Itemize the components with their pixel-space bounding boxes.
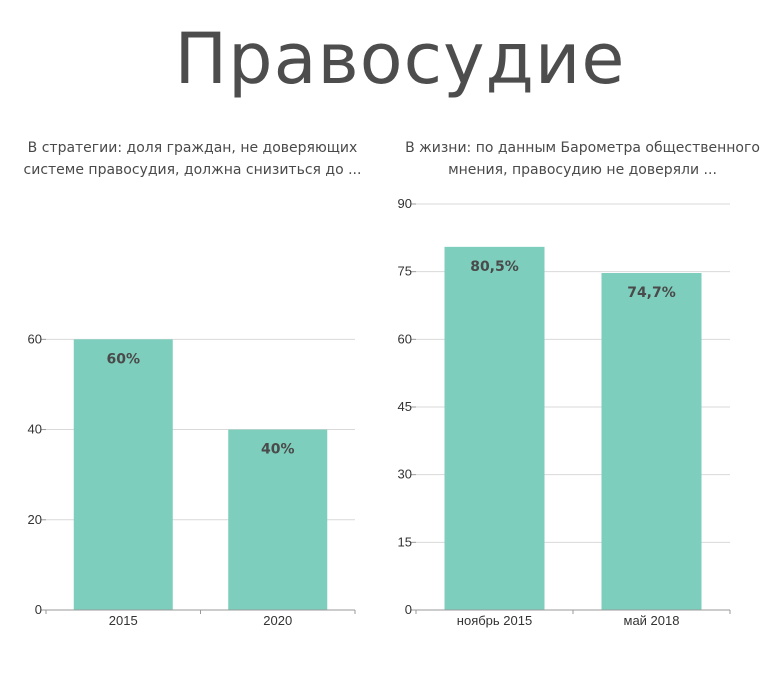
page-title: Правосудие bbox=[174, 18, 626, 100]
chart-title-strategy: В стратегии: доля граждан, не доверяющих… bbox=[23, 140, 362, 178]
y-tick-label: 45 bbox=[398, 399, 412, 414]
bar-2015 bbox=[73, 339, 173, 610]
y-tick-label: 40 bbox=[28, 422, 42, 437]
bar-май-2018 bbox=[601, 273, 702, 610]
data-label: 80,5% bbox=[470, 259, 519, 275]
y-tick-label: 30 bbox=[398, 467, 412, 482]
y-tick-label: 0 bbox=[405, 602, 412, 617]
chart-title-reality: В жизни: по данным Барометра общественно… bbox=[405, 140, 760, 178]
x-tick-label: май 2018 bbox=[624, 613, 680, 628]
bar-ноябрь-2015 bbox=[444, 246, 545, 610]
data-label: 40% bbox=[261, 442, 295, 458]
y-tick-label: 15 bbox=[398, 534, 412, 549]
y-tick-label: 60 bbox=[398, 331, 412, 346]
bar-2020 bbox=[228, 429, 328, 610]
y-tick-label: 20 bbox=[28, 512, 42, 527]
y-tick-label: 75 bbox=[398, 264, 412, 279]
y-tick-label: 90 bbox=[398, 196, 412, 211]
y-tick-label: 0 bbox=[35, 602, 42, 617]
data-label: 60% bbox=[106, 351, 140, 367]
x-tick-label: 2015 bbox=[109, 613, 138, 628]
data-label: 74,7% bbox=[627, 285, 676, 301]
y-tick-label: 60 bbox=[28, 331, 42, 346]
x-tick-label: 2020 bbox=[263, 613, 292, 628]
x-tick-label: ноябрь 2015 bbox=[457, 613, 532, 628]
